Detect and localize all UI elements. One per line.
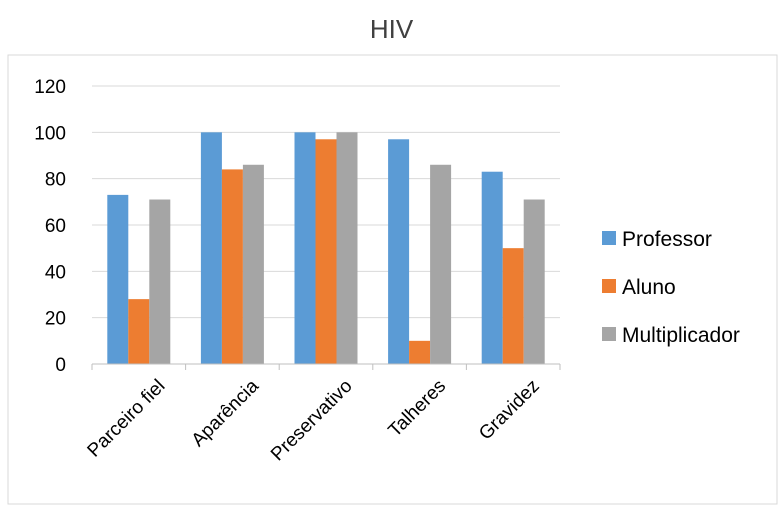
x-category-label: Parceiro fiel xyxy=(84,376,170,462)
y-tick-label: 100 xyxy=(34,123,66,144)
x-category-label: Gravidez xyxy=(475,376,544,445)
bar xyxy=(409,340,431,364)
legend-swatch xyxy=(602,231,616,245)
bar xyxy=(523,199,545,364)
bar xyxy=(315,139,337,364)
bar xyxy=(430,164,452,364)
bar xyxy=(200,132,222,364)
bar xyxy=(481,171,503,364)
bar xyxy=(149,199,171,364)
y-tick-label: 0 xyxy=(55,355,66,376)
chart-frame xyxy=(7,54,778,505)
bar xyxy=(388,139,410,364)
legend-label: Multiplicador xyxy=(622,324,740,347)
y-tick-label: 20 xyxy=(45,309,66,330)
bar xyxy=(294,132,316,364)
legend-label: Professor xyxy=(622,228,712,251)
bar xyxy=(107,194,129,364)
x-category-label: Talheres xyxy=(385,376,451,442)
bar xyxy=(502,248,524,364)
bar xyxy=(242,164,264,364)
y-tick-label: 120 xyxy=(34,77,66,98)
legend-label: Aluno xyxy=(622,276,676,299)
bar xyxy=(128,299,150,364)
y-tick-label: 60 xyxy=(45,216,66,237)
bar xyxy=(336,132,358,364)
legend-swatch xyxy=(602,327,616,341)
bar xyxy=(221,169,243,364)
x-category-label: Aparência xyxy=(188,375,264,451)
legend-swatch xyxy=(602,279,616,293)
chart-title: HIV xyxy=(369,14,414,44)
x-category-label: Preservativo xyxy=(267,376,357,466)
y-tick-label: 80 xyxy=(45,170,66,191)
y-tick-label: 40 xyxy=(45,262,66,283)
